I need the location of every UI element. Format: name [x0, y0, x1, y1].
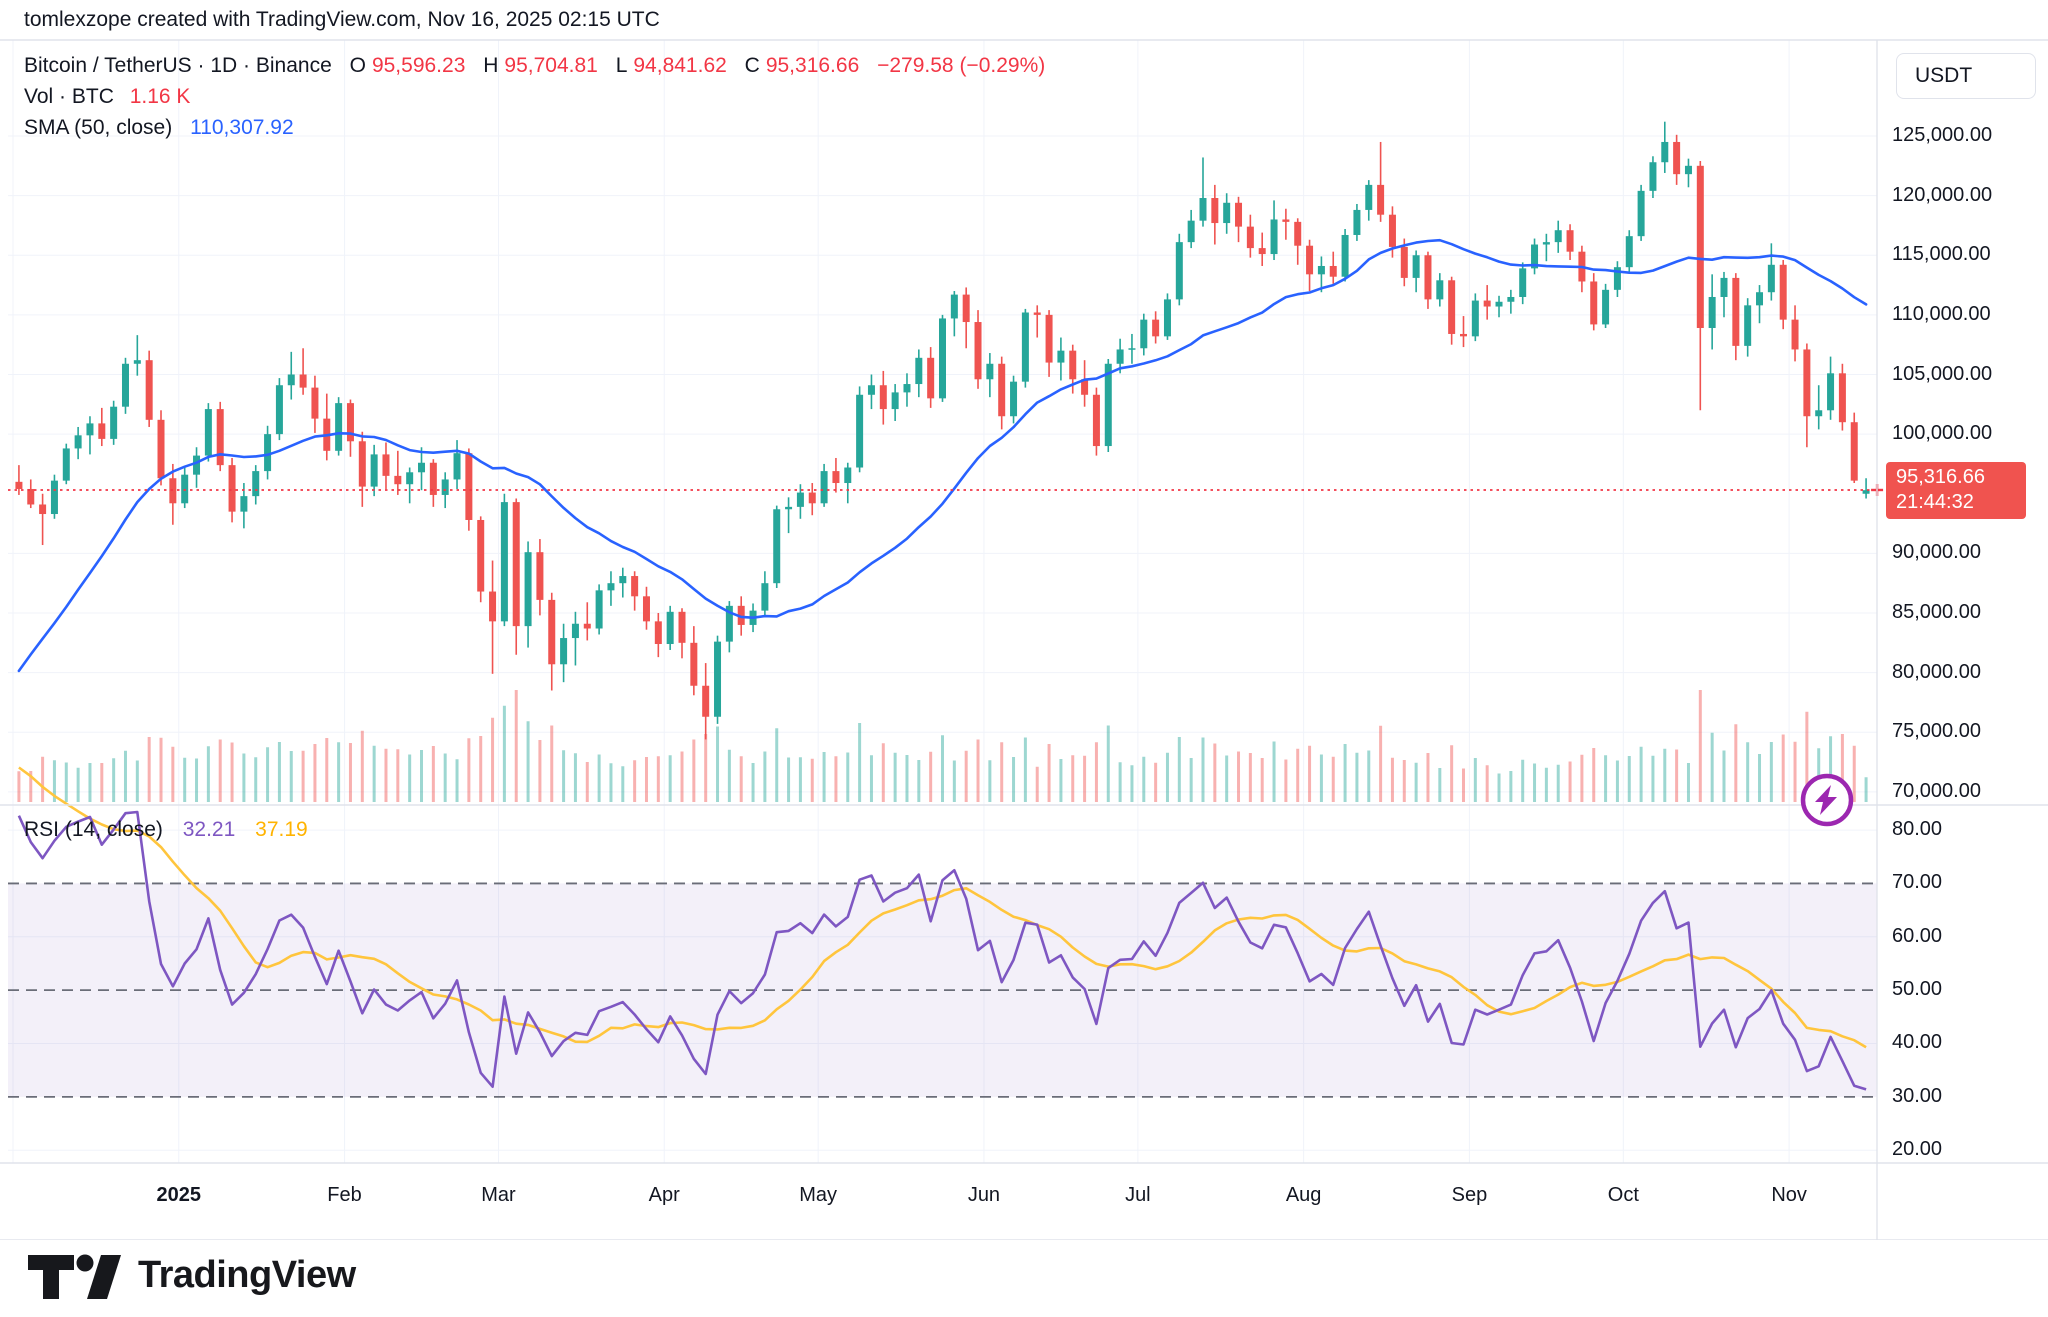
price-tick-label: 105,000.00: [1892, 362, 1993, 385]
rsi-tick-label: 50.00: [1892, 978, 1943, 1001]
price-tick-label: 100,000.00: [1892, 422, 1993, 445]
change-value: −279.58 (−0.29%): [877, 54, 1046, 77]
rsi-ma-value: 37.19: [255, 818, 308, 841]
tradingview-logo-icon[interactable]: [28, 1254, 122, 1300]
rsi-tick-label: 60.00: [1892, 924, 1943, 947]
flash-snapshot-button[interactable]: [1798, 771, 1856, 829]
rsi-tick-label: 80.00: [1892, 818, 1943, 841]
time-tick-label: Aug: [1285, 1184, 1322, 1206]
time-tick-label: Feb: [327, 1184, 362, 1206]
close-value: 95,316.66: [765, 54, 860, 77]
price-tick-label: 120,000.00: [1892, 183, 1993, 206]
low-label: L: [615, 54, 628, 77]
time-tick-label: Apr: [648, 1184, 680, 1206]
bar-countdown: 21:44:32: [1896, 490, 1974, 513]
tradingview-wordmark[interactable]: TradingView: [138, 1254, 356, 1296]
rsi-legend-row[interactable]: RSI (14, close) 32.21 37.19: [24, 818, 308, 842]
last-price-value: 95,316.66: [1896, 465, 1985, 488]
currency-toggle-button[interactable]: USDT: [1896, 53, 2036, 99]
open-label: O: [349, 54, 366, 77]
rsi-tick-label: 70.00: [1892, 871, 1943, 894]
time-tick-label: Sep: [1451, 1184, 1488, 1206]
time-tick-label: May: [799, 1184, 838, 1206]
volume-value: 1.16 K: [129, 85, 191, 108]
sma-label: SMA (50, close): [24, 116, 173, 139]
high-label: H: [483, 54, 499, 77]
price-tick-label: 75,000.00: [1892, 720, 1981, 743]
sma-value: 110,307.92: [190, 116, 294, 139]
symbol-legend-row: Bitcoin / TetherUS · 1D · Binance O 95,59…: [24, 50, 1045, 81]
rsi-tick-label: 20.00: [1892, 1138, 1943, 1161]
time-tick-label: Oct: [1607, 1184, 1639, 1206]
open-value: 95,596.23: [371, 54, 466, 77]
symbol-title: Bitcoin / TetherUS · 1D · Binance: [24, 54, 332, 77]
time-tick-label: Jul: [1125, 1184, 1151, 1206]
low-value: 94,841.62: [633, 54, 727, 77]
price-tick-label: 110,000.00: [1892, 302, 1991, 325]
price-tick-label: 85,000.00: [1892, 601, 1981, 623]
time-tick-label: Jun: [967, 1184, 1001, 1206]
candlestick-chart-canvas[interactable]: [0, 0, 2048, 1240]
footer-bar: TradingView: [0, 1240, 2048, 1317]
main-chart-legend[interactable]: Bitcoin / TetherUS · 1D · Binance O 95,59…: [24, 50, 1045, 143]
time-tick-label: Nov: [1771, 1184, 1807, 1206]
volume-label: Vol · BTC: [24, 85, 114, 108]
volume-legend-row: Vol · BTC 1.16 K: [24, 81, 1045, 112]
rsi-tick-label: 30.00: [1892, 1084, 1943, 1107]
price-tick-label: 70,000.00: [1892, 779, 1981, 802]
rsi-label: RSI (14, close): [24, 818, 163, 841]
price-tick-label: 125,000.00: [1892, 123, 1993, 146]
sma-legend-row: SMA (50, close) 110,307.92: [24, 112, 1045, 143]
price-tick-label: 90,000.00: [1892, 541, 1981, 564]
rsi-tick-label: 40.00: [1892, 1031, 1943, 1054]
price-tick-label: 80,000.00: [1892, 660, 1981, 683]
high-value: 95,704.81: [504, 54, 598, 77]
time-tick-label: 2025: [156, 1184, 202, 1206]
chart-area[interactable]: Bitcoin / TetherUS · 1D · Binance O 95,59…: [0, 0, 2048, 1240]
close-label: C: [744, 54, 760, 77]
last-price-tag: 95,316.66 21:44:32: [1886, 461, 2026, 519]
time-tick-label: Mar: [481, 1184, 516, 1206]
price-tick-label: 115,000.00: [1892, 243, 1991, 266]
rsi-value: 32.21: [182, 818, 236, 841]
lightning-icon: [1815, 785, 1837, 815]
attribution-note: tomlexzope created with TradingView.com,…: [24, 8, 660, 31]
